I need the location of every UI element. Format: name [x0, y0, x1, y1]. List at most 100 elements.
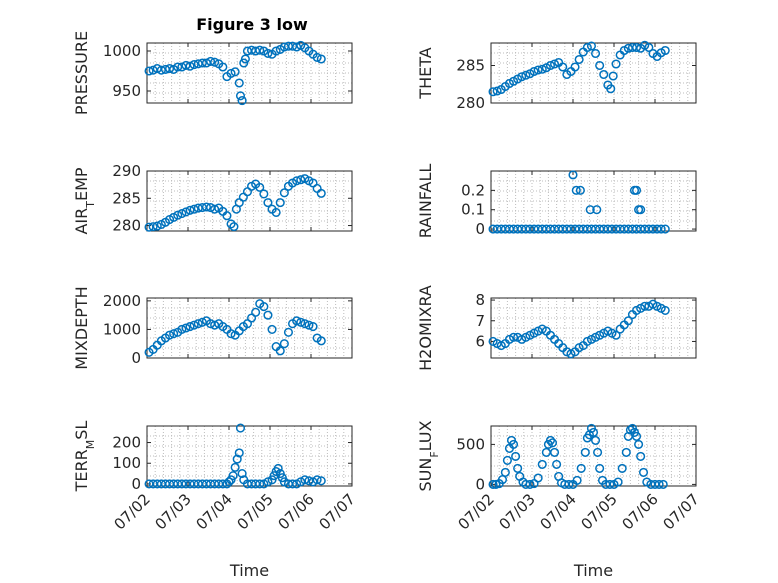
data-point	[599, 69, 609, 80]
data-point	[316, 336, 326, 346]
data-point	[255, 479, 265, 489]
data-point	[279, 188, 289, 198]
data-point	[185, 61, 195, 71]
data-point	[545, 435, 556, 445]
data-point	[165, 330, 175, 340]
data-point	[240, 54, 250, 64]
data-point	[636, 451, 646, 461]
y-axis-label: MIXDEPTH	[72, 286, 91, 369]
data-point	[288, 479, 298, 489]
data-point	[316, 476, 326, 486]
data-point	[210, 204, 220, 214]
data-point	[595, 463, 605, 473]
data-point	[189, 320, 199, 330]
data-point	[586, 41, 597, 51]
data-point	[235, 423, 246, 433]
data-point	[611, 59, 621, 69]
data-point	[509, 332, 519, 342]
data-point	[234, 78, 244, 88]
x-axis-label: Time	[229, 561, 269, 580]
data-point	[189, 60, 199, 70]
data-point	[197, 317, 207, 327]
data-point	[237, 96, 247, 106]
data-point	[259, 302, 269, 312]
x-axis-label: Time	[573, 561, 613, 580]
data-point	[570, 62, 580, 72]
axes-box	[146, 297, 353, 359]
data-point	[177, 208, 187, 219]
data-point	[173, 210, 183, 220]
data-point	[271, 46, 281, 56]
data-point	[312, 475, 322, 485]
data-point	[300, 475, 310, 485]
data-point	[564, 479, 574, 489]
data-point	[654, 479, 664, 489]
data-point	[545, 60, 556, 71]
data-point	[533, 65, 543, 75]
data-point	[547, 438, 558, 448]
data-point	[591, 48, 601, 59]
data-point	[148, 222, 158, 232]
data-point	[525, 479, 535, 489]
data-point	[206, 56, 216, 66]
subplot-2: 280 285 THETA	[416, 40, 697, 112]
y-axis-label: TERRMSL	[72, 421, 97, 493]
y-axis-label: PRESSURE	[72, 31, 91, 115]
data-point	[229, 222, 239, 232]
data-point	[304, 320, 314, 330]
data-point	[185, 322, 195, 332]
data-point	[197, 58, 207, 68]
y-axis-label: H2OMIXRA	[416, 285, 435, 371]
data-point	[568, 170, 578, 180]
data-point	[537, 64, 547, 74]
data-point	[259, 189, 269, 199]
data-point	[550, 447, 560, 457]
data-point	[593, 447, 603, 457]
data-point	[263, 310, 273, 320]
data-point	[529, 66, 539, 77]
data-point	[592, 205, 602, 215]
data-point	[509, 439, 519, 449]
data-point	[608, 71, 618, 81]
data-point	[656, 224, 666, 234]
data-point	[230, 67, 240, 77]
data-point	[152, 221, 162, 231]
data-point	[193, 319, 203, 329]
data-point	[660, 224, 670, 234]
data-point	[255, 182, 265, 192]
y-axis-label: AIRTEMP	[72, 167, 97, 234]
data-point	[632, 185, 642, 195]
y-tick-label: 0.2	[461, 181, 485, 199]
data-point	[177, 324, 187, 334]
data-point	[226, 219, 236, 229]
y-tick-label: 2000	[103, 292, 141, 310]
y-tick-label: 6	[475, 332, 485, 350]
data-point	[591, 435, 601, 445]
data-point	[226, 68, 236, 78]
y-axis-label: THETA	[416, 47, 435, 99]
y-tick-label: 280	[456, 94, 485, 112]
data-point	[611, 330, 621, 340]
data-point	[232, 454, 242, 464]
data-point	[613, 477, 623, 487]
data-point	[267, 324, 277, 334]
data-point	[251, 307, 261, 317]
data-point	[552, 459, 562, 469]
data-point	[210, 57, 220, 67]
data-point	[492, 86, 502, 96]
y-tick-label: 280	[112, 217, 141, 235]
subplot-6: 6 7 8 H2OMIXRA	[416, 285, 697, 371]
data-point	[279, 339, 289, 349]
y-tick-label: 7	[475, 312, 485, 330]
data-point	[640, 301, 650, 311]
data-point	[224, 477, 234, 487]
y-tick-label: 0	[475, 475, 485, 493]
y-tick-label: 1000	[103, 42, 141, 60]
data-point	[237, 469, 247, 479]
data-point	[623, 316, 633, 326]
y-tick-label: 285	[112, 189, 141, 207]
y-tick-label: 1000	[103, 320, 141, 338]
data-point	[517, 72, 527, 82]
data-point	[521, 70, 531, 80]
data-point	[580, 447, 590, 457]
